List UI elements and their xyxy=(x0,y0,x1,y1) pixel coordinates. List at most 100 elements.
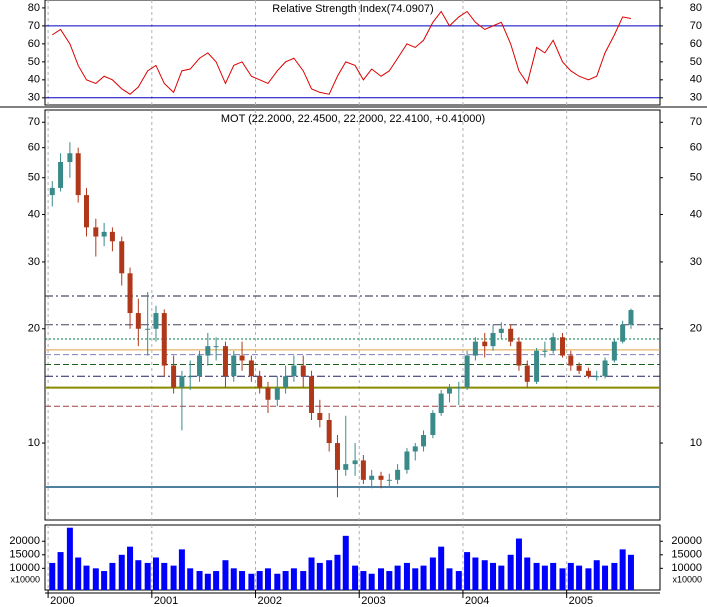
candle-body xyxy=(542,350,548,352)
volume-bar xyxy=(92,568,99,590)
candle-body xyxy=(257,376,263,388)
volume-bar xyxy=(326,560,333,590)
volume-bar xyxy=(300,571,307,590)
volume-bar xyxy=(75,557,82,590)
volume-bar xyxy=(490,562,497,590)
candle-body xyxy=(75,153,81,196)
candle-body xyxy=(205,346,211,356)
volume-bar xyxy=(576,565,583,590)
y-tick-label: 50 xyxy=(28,172,40,184)
candle-body xyxy=(248,360,254,377)
candle-body xyxy=(602,360,608,377)
candle-body xyxy=(611,341,617,361)
volume-bar xyxy=(342,535,349,590)
volume-bar xyxy=(627,554,634,590)
y-tick-label: 30 xyxy=(28,92,40,104)
volume-bar xyxy=(368,573,375,590)
volume-bar xyxy=(290,568,297,590)
candle-body xyxy=(145,328,151,330)
y-tick-label-right: 15000 xyxy=(671,549,702,561)
volume-bar xyxy=(204,573,211,590)
candle-body xyxy=(369,475,375,480)
y-tick-label-right: 80 xyxy=(690,2,702,14)
y-tick-label-right: 30 xyxy=(690,92,702,104)
candle-body xyxy=(179,376,185,388)
volume-bar xyxy=(394,565,401,590)
candle-body xyxy=(498,328,504,333)
candle-body xyxy=(135,313,141,329)
volume-bar xyxy=(602,565,609,590)
volume-bar xyxy=(455,571,462,590)
candle-body xyxy=(386,479,392,481)
candle-body xyxy=(472,341,478,356)
candle-body xyxy=(265,387,271,400)
volume-bar xyxy=(135,560,142,590)
y-tick-label: 60 xyxy=(28,142,40,154)
y-tick-label: 50 xyxy=(28,56,40,68)
y-tick-label: 30 xyxy=(28,256,40,268)
candle-body xyxy=(83,195,89,228)
candle-body xyxy=(309,376,315,413)
candle-body xyxy=(446,387,452,394)
candle-body xyxy=(430,412,436,436)
candle-body xyxy=(378,475,384,480)
volume-bar xyxy=(274,573,281,590)
candle-body xyxy=(620,324,626,342)
candle-body xyxy=(534,350,540,382)
volume-bar xyxy=(127,546,134,590)
volume-bar xyxy=(230,568,237,590)
candle-body xyxy=(58,162,64,188)
candle-body xyxy=(464,355,470,388)
volume-bar xyxy=(264,568,271,590)
volume-bar xyxy=(524,557,531,590)
volume-bar xyxy=(593,560,600,590)
candle-body xyxy=(326,420,332,444)
volume-bar xyxy=(446,568,453,590)
x-tick-label: 2001 xyxy=(154,595,178,607)
candle-body xyxy=(438,393,444,413)
x-tick-label: 2005 xyxy=(569,595,593,607)
volume-bar xyxy=(222,560,229,590)
volume-bar xyxy=(256,571,263,590)
candle-body xyxy=(197,355,203,377)
y-tick-label: 20 xyxy=(28,323,40,335)
volume-bar xyxy=(187,568,194,590)
volume-bar xyxy=(57,552,64,590)
candle-body xyxy=(343,464,349,470)
plot-frame xyxy=(44,109,661,521)
candle-body xyxy=(231,355,237,377)
y-tick-label: 20000 xyxy=(9,535,40,547)
volume-unit-label-right: x10000 xyxy=(672,574,702,584)
volume-bar xyxy=(567,562,574,590)
volume-bar xyxy=(66,527,73,590)
volume-bar xyxy=(472,557,479,590)
volume-bar xyxy=(101,571,108,590)
volume-bar xyxy=(507,554,514,590)
candle-body xyxy=(560,337,566,356)
candle-body xyxy=(213,346,219,348)
candle-body xyxy=(585,370,591,377)
candle-body xyxy=(395,469,401,480)
volume-bar xyxy=(316,562,323,590)
x-tick-label: 2003 xyxy=(361,595,385,607)
rsi-line xyxy=(51,10,632,95)
candle-body xyxy=(93,227,99,237)
y-tick-label: 60 xyxy=(28,38,40,50)
candle-body xyxy=(67,153,73,163)
candle-body xyxy=(109,231,115,242)
volume-bar xyxy=(619,549,626,590)
panel-title: Relative Strength Index(74.0907) xyxy=(272,3,433,15)
y-tick-label-right: 30 xyxy=(690,256,702,268)
y-tick-label: 70 xyxy=(28,20,40,32)
candle-body xyxy=(101,231,107,237)
candle-body xyxy=(568,355,574,366)
volume-bar xyxy=(541,565,548,590)
candle-body xyxy=(456,387,462,389)
candle-body xyxy=(352,460,358,465)
candle-body xyxy=(404,451,410,470)
candle-body xyxy=(412,446,418,452)
volume-bar xyxy=(481,560,488,590)
y-tick-label-right: 60 xyxy=(690,142,702,154)
